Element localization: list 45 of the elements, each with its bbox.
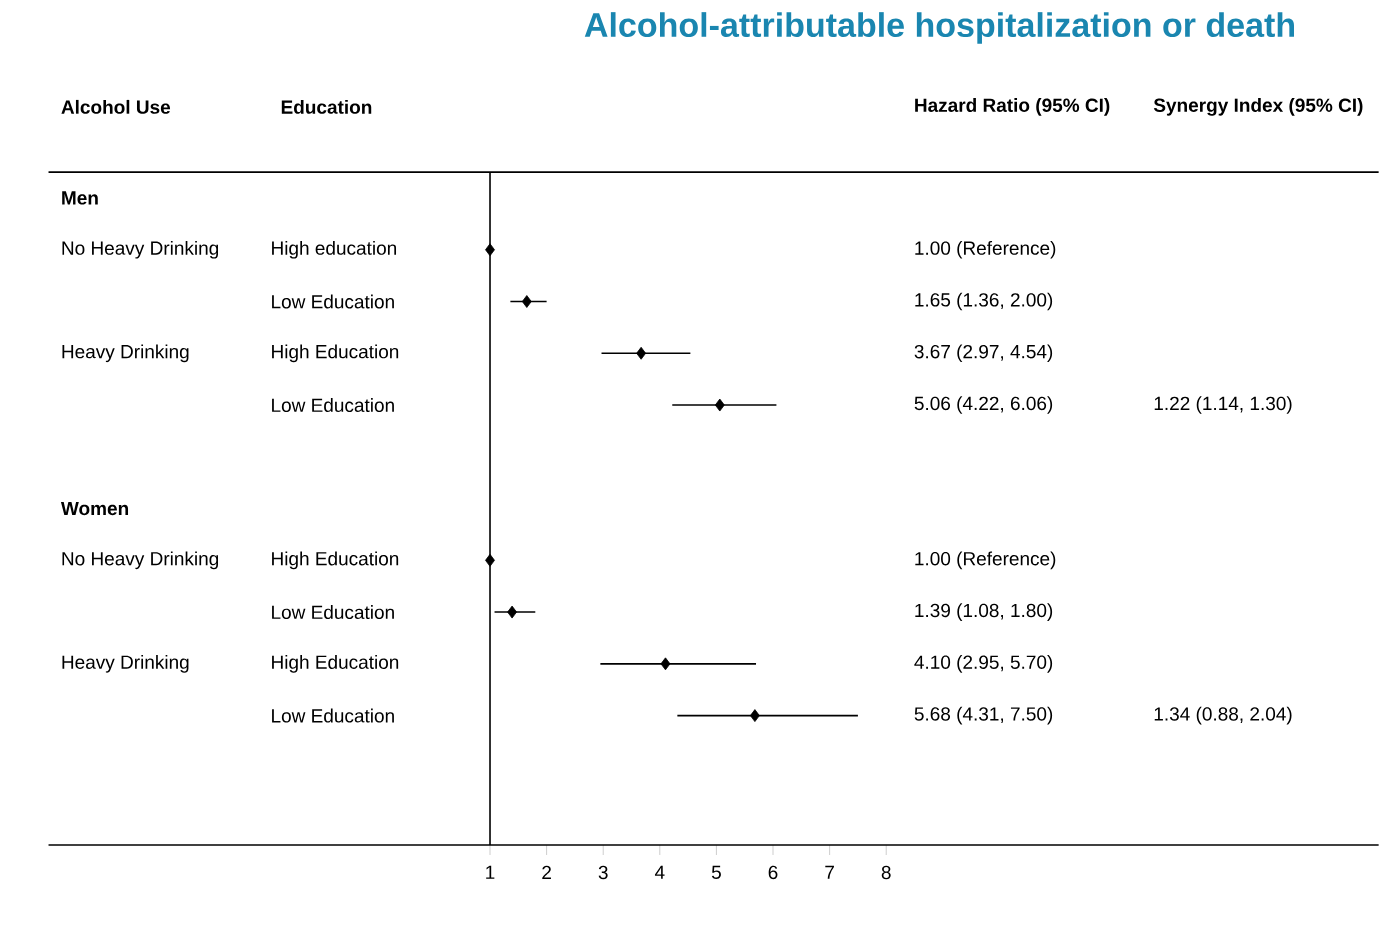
annotation: 4.10 (2.95, 5.70)	[914, 654, 1053, 673]
text: Synergy Index (95% CI)	[1153, 97, 1363, 116]
annotation: 5.68 (4.31, 7.50)	[914, 706, 1053, 725]
point	[485, 553, 495, 567]
annotation: Heavy Drinking	[62, 344, 189, 363]
y-tick-label: High education	[272, 240, 397, 259]
point	[507, 605, 517, 619]
y-tick-label: High Education	[272, 551, 399, 570]
y-tick-label: High Education	[272, 654, 399, 673]
point	[485, 243, 495, 257]
x-tick-label: 1	[486, 865, 495, 879]
annotation: 1.00 (Reference)	[915, 551, 1056, 570]
chart-title: Alcohol-attributable hospitalization or death	[584, 12, 1294, 44]
x-tick-label: 8	[881, 865, 891, 880]
y-tick-label: Low Education	[272, 398, 394, 413]
point	[636, 346, 647, 360]
x-tick-label: 4	[654, 865, 665, 879]
y-tick-label: Low Education	[272, 605, 394, 620]
point	[660, 657, 671, 671]
annotation: 3.67 (2.97, 4.54)	[914, 344, 1053, 363]
text: Hazard Ratio (95% CI)	[915, 98, 1110, 116]
annotation: 1.39 (1.08, 1.80)	[915, 603, 1053, 621]
x-tick-label: 3	[598, 865, 608, 880]
annotation: Men	[62, 191, 98, 205]
y-tick-label: Low Education	[272, 294, 394, 309]
annotation: 5.06 (4.22, 6.06)	[914, 396, 1053, 414]
x-tick-label: 7	[825, 865, 834, 879]
annotation: 1.34 (0.88, 2.04)	[1154, 706, 1292, 725]
y-tick-label: High Education	[272, 344, 399, 363]
text: Education	[281, 99, 372, 114]
point	[750, 709, 760, 722]
text: Alcohol Use	[61, 99, 171, 114]
x-tick-label: 5	[711, 865, 721, 879]
y-tick-label: Low Education	[272, 708, 394, 723]
annotation: No Heavy Drinking	[62, 551, 219, 570]
point	[521, 295, 532, 308]
annotation: No Heavy Drinking	[62, 240, 219, 259]
annotation: 1.00 (Reference)	[915, 240, 1056, 259]
annotation: Heavy Drinking	[62, 654, 189, 673]
x-tick-label: 6	[768, 865, 778, 880]
annotation: 1.22 (1.14, 1.30)	[1154, 396, 1292, 414]
annotation: 1.65 (1.36, 2.00)	[915, 292, 1053, 311]
x-tick-label: 2	[542, 865, 551, 879]
point	[714, 398, 725, 412]
annotation: Women	[60, 501, 129, 516]
